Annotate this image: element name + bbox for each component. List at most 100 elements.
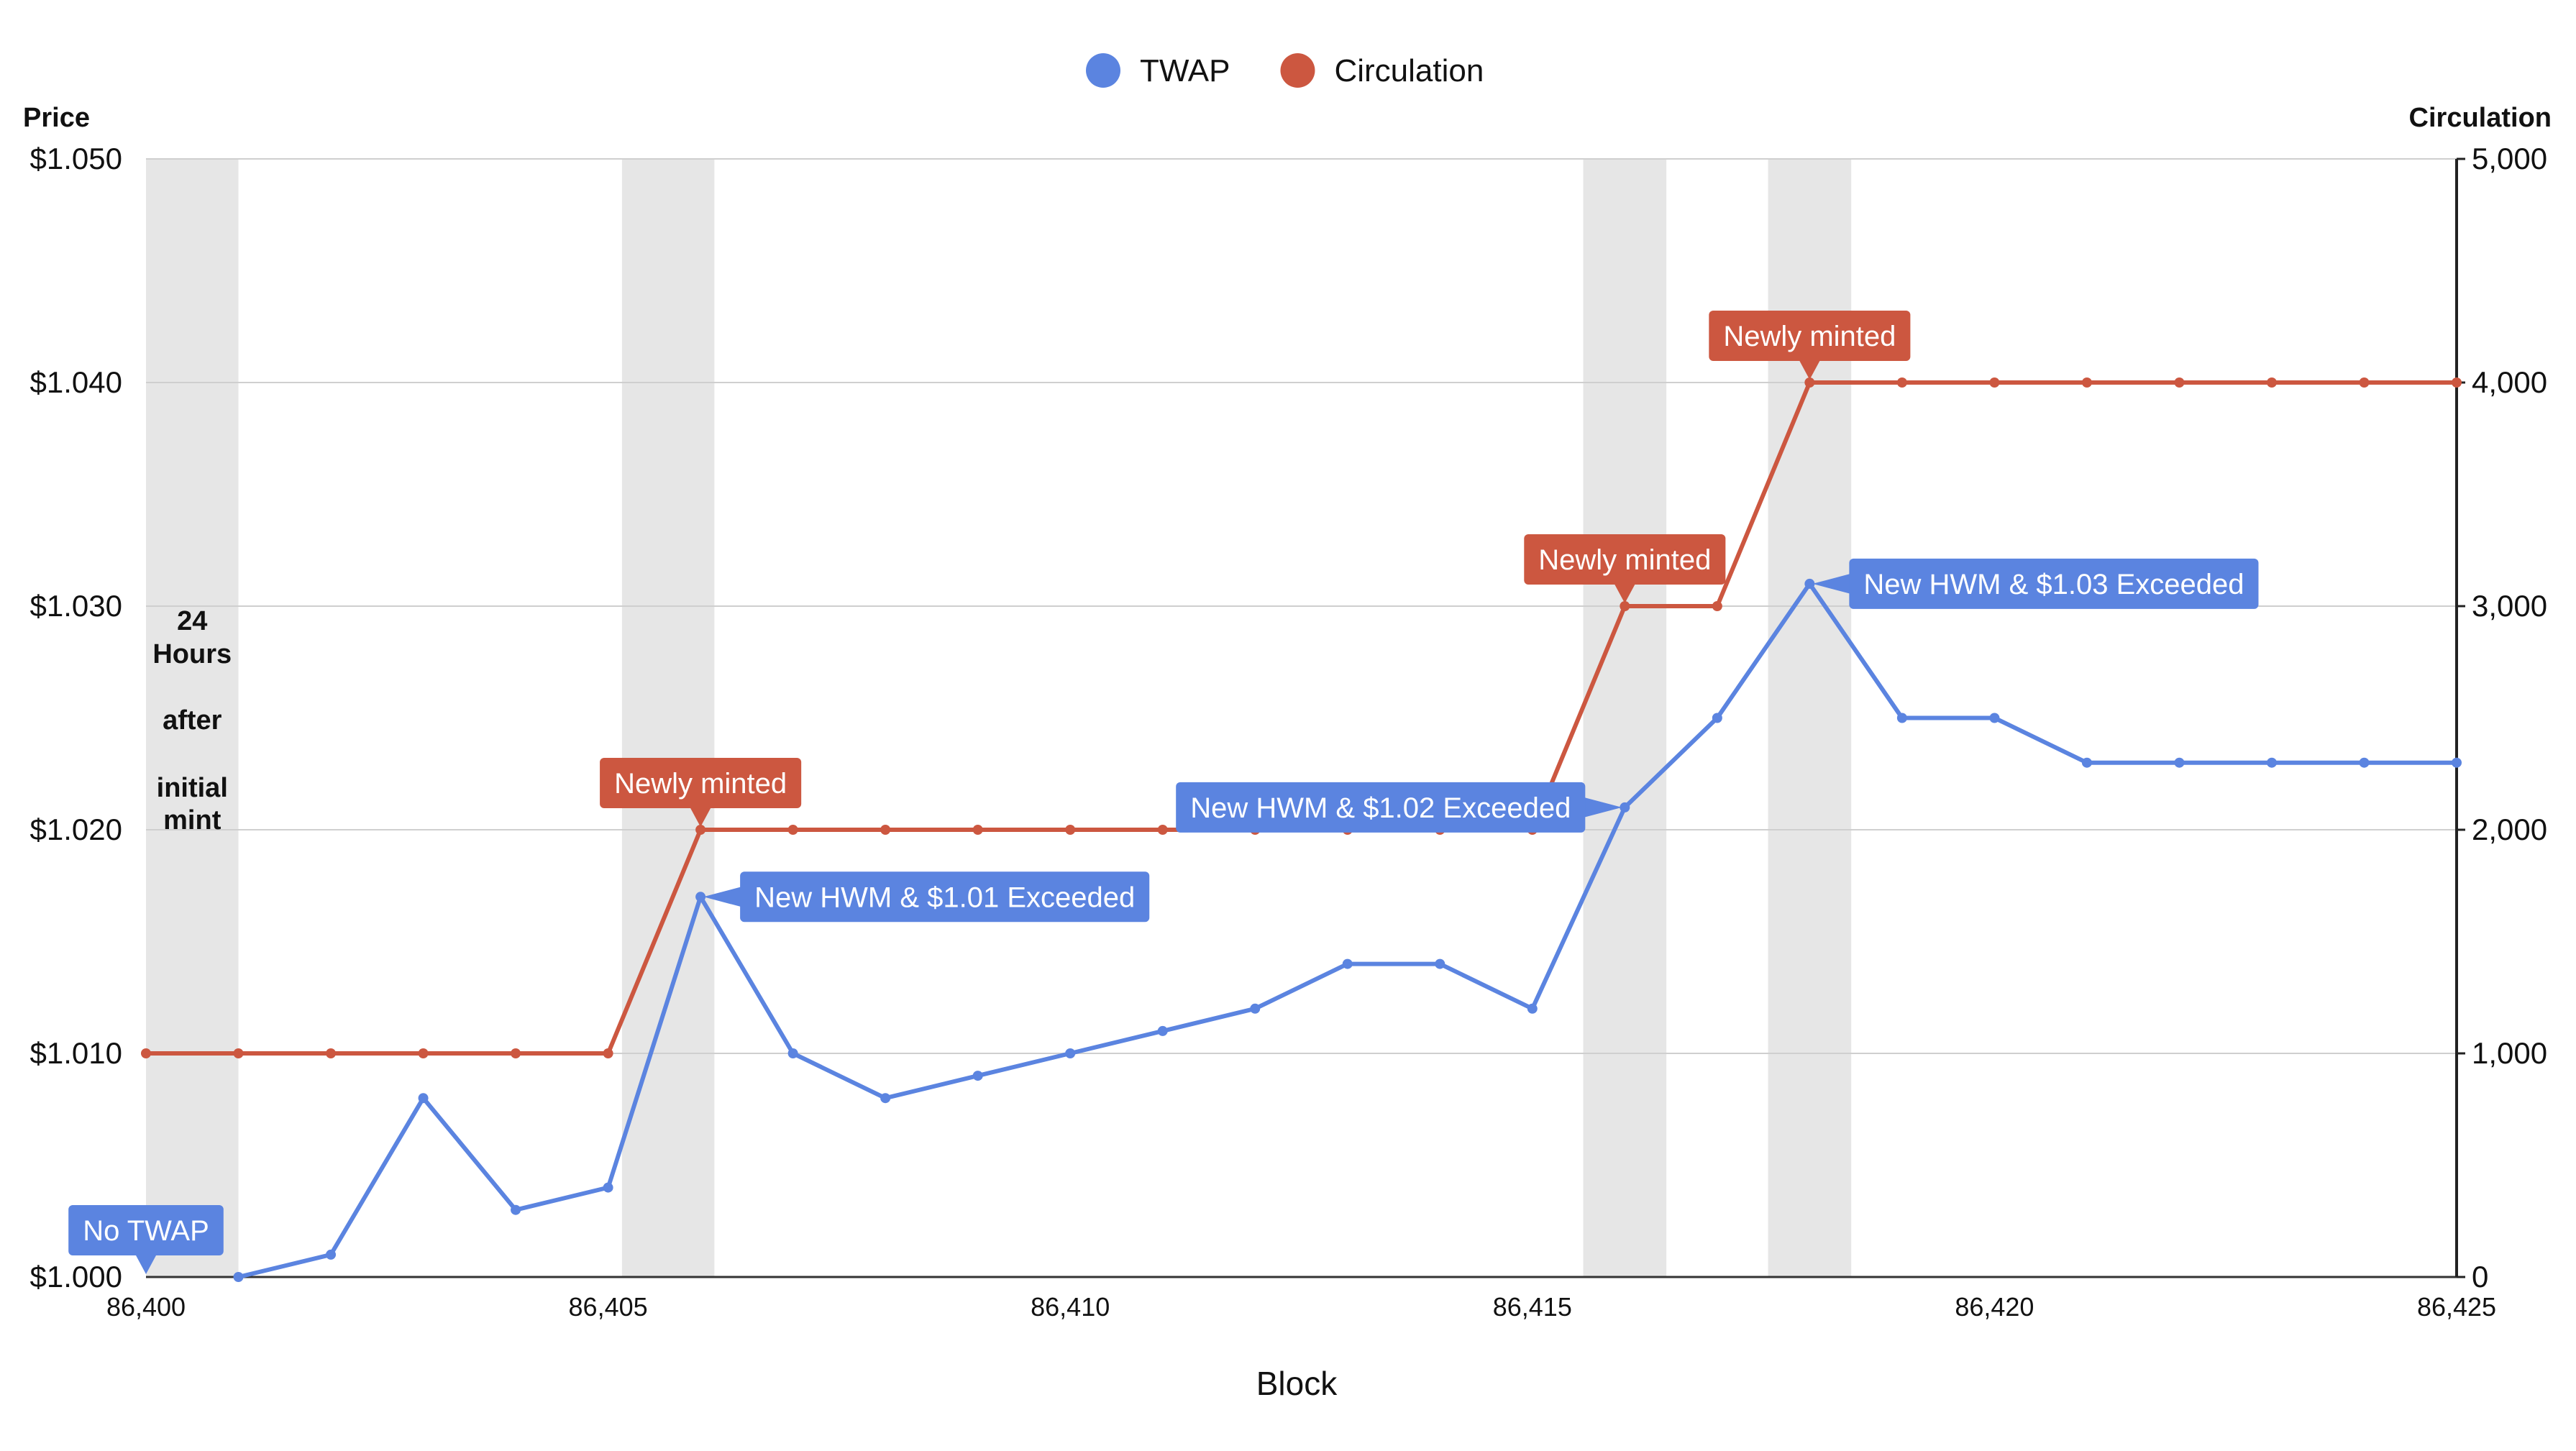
y-left-tick-label: $1.040 [30,365,122,399]
data-point-twap [1527,1003,1538,1014]
annotation-pointer [703,887,742,907]
x-tick-label: 86,415 [1493,1292,1572,1322]
annotation-label: New HWM & $1.01 Exceeded [754,882,1135,913]
annotation-pointer [1584,797,1622,818]
data-point-twap [233,1272,244,1282]
data-point-circulation [1620,601,1630,611]
annotation-pointer [690,808,711,827]
shaded-bands [146,159,1852,1277]
annotation-1: Newly minted [600,758,802,827]
annotation-label: Newly minted [1538,544,1711,576]
band-label-line: 24 [177,606,207,636]
data-point-circulation [880,825,891,835]
data-point-circulation [787,825,798,835]
data-point-circulation [1065,825,1076,835]
y-right-tick-label: 4,000 [2472,365,2547,399]
y-right-tick-label: 3,000 [2472,589,2547,623]
legend-label-circulation: Circulation [1334,53,1484,88]
shaded-band-0 [146,159,239,1277]
data-point-twap [418,1093,429,1104]
y-right-tick-label: 1,000 [2472,1036,2547,1070]
x-tick-label: 86,410 [1031,1292,1110,1322]
series-layer [141,377,2462,1282]
band-label-line: initial [157,773,228,803]
data-point-circulation [1896,377,1907,388]
annotation-box [1709,311,1911,361]
annotation-0: No TWAP [68,1205,224,1274]
data-point-twap [1435,958,1445,969]
data-point-twap [695,892,706,902]
data-point-circulation [2266,377,2277,388]
legend-label-twap: TWAP [1140,53,1230,88]
data-point-twap [787,1048,798,1058]
series-line-twap [236,581,2459,1279]
annotation-box [1524,534,1726,585]
data-point-twap [326,1249,337,1260]
data-point-circulation [603,1048,613,1058]
data-point-twap [1157,1025,1168,1036]
data-point-circulation [233,1048,244,1058]
legend-swatch-twap [1086,53,1120,88]
data-point-circulation [141,1048,151,1058]
data-point-twap [511,1204,521,1215]
annotation-label: New HWM & $1.02 Exceeded [1190,792,1571,824]
y-left-tick-label: $1.050 [30,142,122,175]
y-left-axis-title: Price [23,103,90,133]
band-label-line: mint [163,805,221,836]
data-point-circulation [511,1048,521,1058]
data-point-circulation [2359,377,2370,388]
data-point-twap [1620,802,1630,813]
annotation-box [68,1205,224,1255]
annotation-4: Newly minted [1524,534,1726,603]
data-point-twap [972,1071,983,1081]
series-line-circulation [144,380,2459,1056]
x-tick-label: 86,400 [106,1292,186,1322]
y-right-tick-label: 5,000 [2472,142,2547,175]
annotation-box [1849,558,2259,609]
data-point-twap [880,1093,891,1104]
annotation-label: No TWAP [83,1215,209,1247]
y-right-tick-label: 2,000 [2472,813,2547,846]
data-point-twap [2266,757,2277,768]
y-right-tick-label: 0 [2472,1260,2488,1294]
band-label-line: after [163,705,222,736]
x-tick-label: 86,420 [1955,1292,2034,1322]
annotation-label: New HWM & $1.03 Exceeded [1863,569,2244,600]
annotations: No TWAP Newly minted New HWM & $1.01 Excee… [68,311,2259,1274]
axes: $1.000 $1.010 $1.020 $1.030 $1.040 $1.050 0 1,0… [23,103,2552,1402]
data-point-circulation [1804,377,1815,388]
legend-item-twap: TWAP [1086,53,1230,88]
band-label-line: Hours [152,639,232,669]
data-point-twap [603,1182,613,1193]
y-left-tick-label: $1.010 [30,1036,122,1070]
annotation-2: New HWM & $1.01 Exceeded [703,871,1150,923]
x-axis-title: Block [1256,1365,1338,1402]
annotation-pointer [1812,573,1851,594]
data-point-twap [2359,757,2370,768]
data-point-twap [2174,757,2185,768]
annotation-pointer [136,1255,156,1274]
y-left-tick-label: $1.020 [30,813,122,846]
x-tick-label: 86,405 [569,1292,648,1322]
annotation-box [600,758,802,808]
data-point-twap [2081,757,2092,768]
data-point-circulation [695,825,706,835]
data-point-twap [2452,757,2462,768]
annotation-6: New HWM & $1.03 Exceeded [1812,558,2259,609]
legend-item-circulation: Circulation [1280,53,1484,88]
annotation-label: Newly minted [1723,321,1896,352]
x-tick-label: 86,425 [2417,1292,2496,1322]
data-point-twap [1712,713,1722,723]
data-point-circulation [326,1048,337,1058]
data-point-circulation [418,1048,429,1058]
y-left-tick-label: $1.000 [30,1260,122,1294]
data-point-circulation [2452,377,2462,388]
annotation-3: New HWM & $1.02 Exceeded [1176,782,1622,833]
annotation-5: Newly minted [1709,311,1911,380]
data-point-circulation [1712,601,1722,611]
data-point-circulation [1157,825,1168,835]
annotation-label: Newly minted [614,768,787,800]
data-point-circulation [2081,377,2092,388]
